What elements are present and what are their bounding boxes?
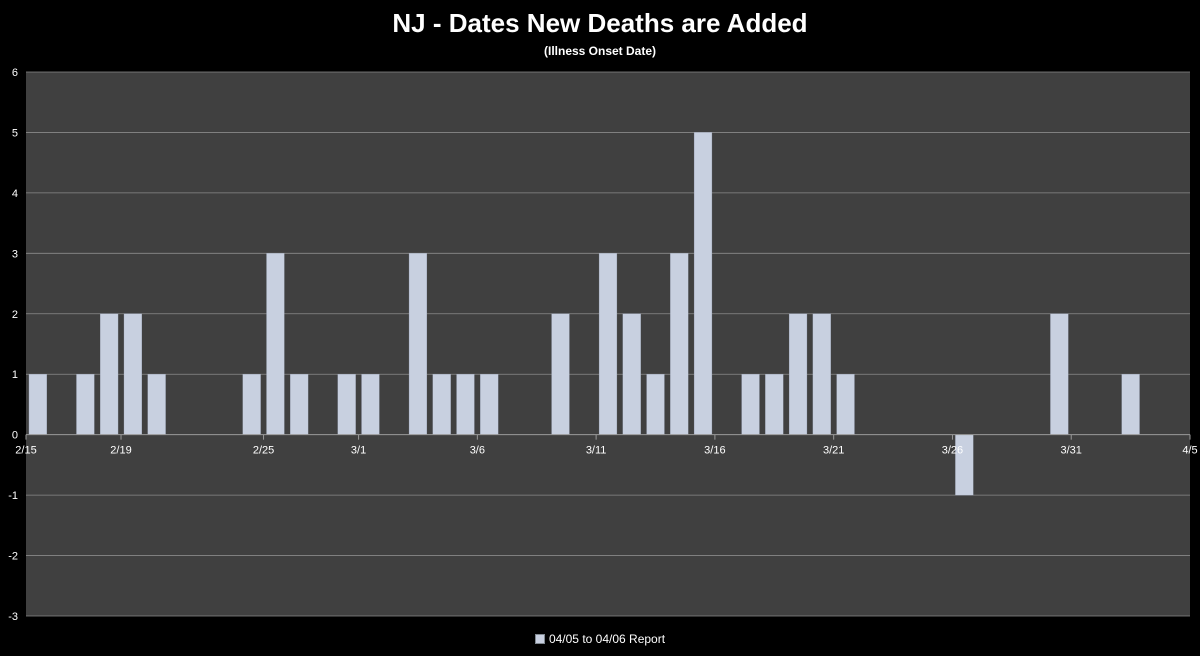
bar [361,374,380,435]
x-tick-label: 3/26 [942,445,963,457]
y-tick-label: 1 [12,369,18,381]
bar [432,374,451,435]
chart-title: NJ - Dates New Deaths are Added [392,8,808,38]
bar [1121,374,1140,435]
x-tick-label: 4/5 [1182,445,1197,457]
bar [1050,313,1069,435]
bar [741,374,760,435]
bar [812,313,831,435]
bar [551,313,570,435]
y-tick-label: 5 [12,127,18,139]
legend: 04/05 to 04/06 Report [0,631,1200,646]
x-axis-ticks: 2/152/253/63/163/264/54/154/255/55/155/2… [15,434,1198,457]
y-tick-label: -1 [8,490,18,502]
bar [337,374,356,435]
bar [290,374,309,435]
bar [408,253,428,435]
bar [598,253,618,435]
bar [76,374,95,435]
bar [242,374,261,435]
bar [788,313,808,435]
bar [456,374,475,435]
bar [836,374,855,435]
x-tick-label: 2/15 [15,445,36,457]
x-tick-label: 2/25 [253,445,274,457]
x-tick-label: 3/31 [1061,445,1082,457]
bar [147,374,166,435]
bar-series [28,132,1140,496]
bar [123,313,142,435]
x-tick-label: 3/21 [823,445,844,457]
y-axis-ticks: 6 5 4 3 2 1 0 -1 -2 -3 [8,67,18,623]
y-tick-label: 2 [12,309,18,321]
legend-swatch [534,633,545,644]
bar [100,313,119,435]
bar [765,374,784,435]
x-tick-label: 2/19 [110,445,131,457]
bar [622,313,641,435]
bar [693,132,713,435]
bar [646,374,665,435]
bar [266,253,285,435]
bar [28,374,47,435]
chart-subtitle: (Illness Onset Date) [543,44,657,58]
x-tick-label: 3/16 [704,445,725,457]
legend-label: 04/05 to 04/06 Report [548,631,666,646]
y-tick-label: 6 [12,67,18,79]
x-tick-label: 3/11 [586,445,607,457]
y-tick-label: -3 [8,611,18,623]
y-tick-label: 3 [12,248,18,260]
y-tick-label: 0 [12,430,18,442]
x-tick-label: 3/1 [351,445,366,457]
bar [670,253,689,435]
x-tick-label: 3/6 [470,445,485,457]
bar [480,374,499,435]
y-tick-label: -2 [8,551,18,563]
y-tick-label: 4 [12,188,18,200]
